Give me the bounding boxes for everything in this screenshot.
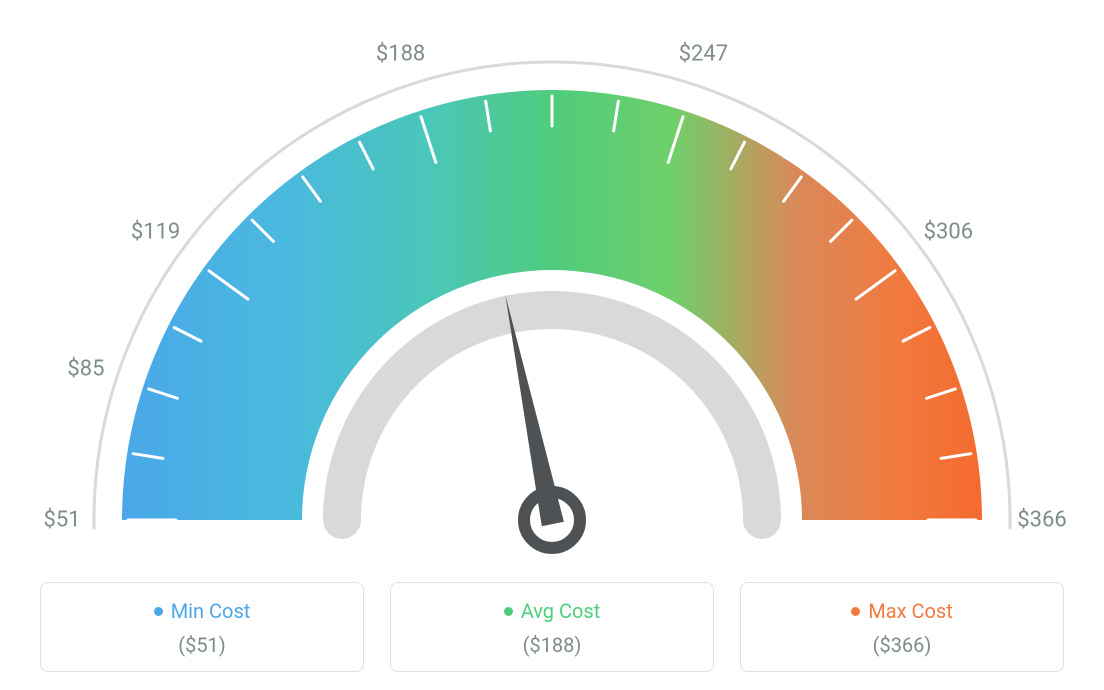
legend-max-value: ($366) [751, 633, 1053, 657]
legend-min-title: Min Cost [154, 599, 251, 623]
gauge-tick-label: $366 [1017, 508, 1066, 533]
legend-min-value: ($51) [51, 633, 353, 657]
legend-avg-dot [504, 607, 513, 616]
gauge-svg [40, 10, 1064, 570]
legend-max-label: Max Cost [868, 599, 953, 623]
gauge-tick-label: $247 [679, 41, 728, 66]
gauge-tick-label: $306 [924, 219, 973, 244]
legend-avg-label: Avg Cost [521, 599, 601, 623]
gauge-tick-label: $85 [67, 356, 104, 381]
legend-min-box: Min Cost ($51) [40, 582, 364, 672]
gauge-area: $51 $85 $119 $188 $247 $306 $366 [0, 0, 1104, 560]
legend-max-title: Max Cost [851, 599, 953, 623]
legend-max-dot [851, 607, 860, 616]
legend-row: Min Cost ($51) Avg Cost ($188) Max Cost … [40, 582, 1064, 672]
legend-max-box: Max Cost ($366) [740, 582, 1064, 672]
cost-gauge-chart: $51 $85 $119 $188 $247 $306 $366 Min Cost ($51… [0, 0, 1104, 690]
legend-avg-title: Avg Cost [504, 599, 601, 623]
gauge-tick-label: $51 [43, 508, 80, 533]
legend-avg-value: ($188) [401, 633, 703, 657]
gauge-tick-label: $119 [131, 219, 180, 244]
gauge-tick-label: $188 [376, 41, 425, 66]
legend-avg-box: Avg Cost ($188) [390, 582, 714, 672]
legend-min-dot [154, 607, 163, 616]
legend-min-label: Min Cost [171, 599, 251, 623]
